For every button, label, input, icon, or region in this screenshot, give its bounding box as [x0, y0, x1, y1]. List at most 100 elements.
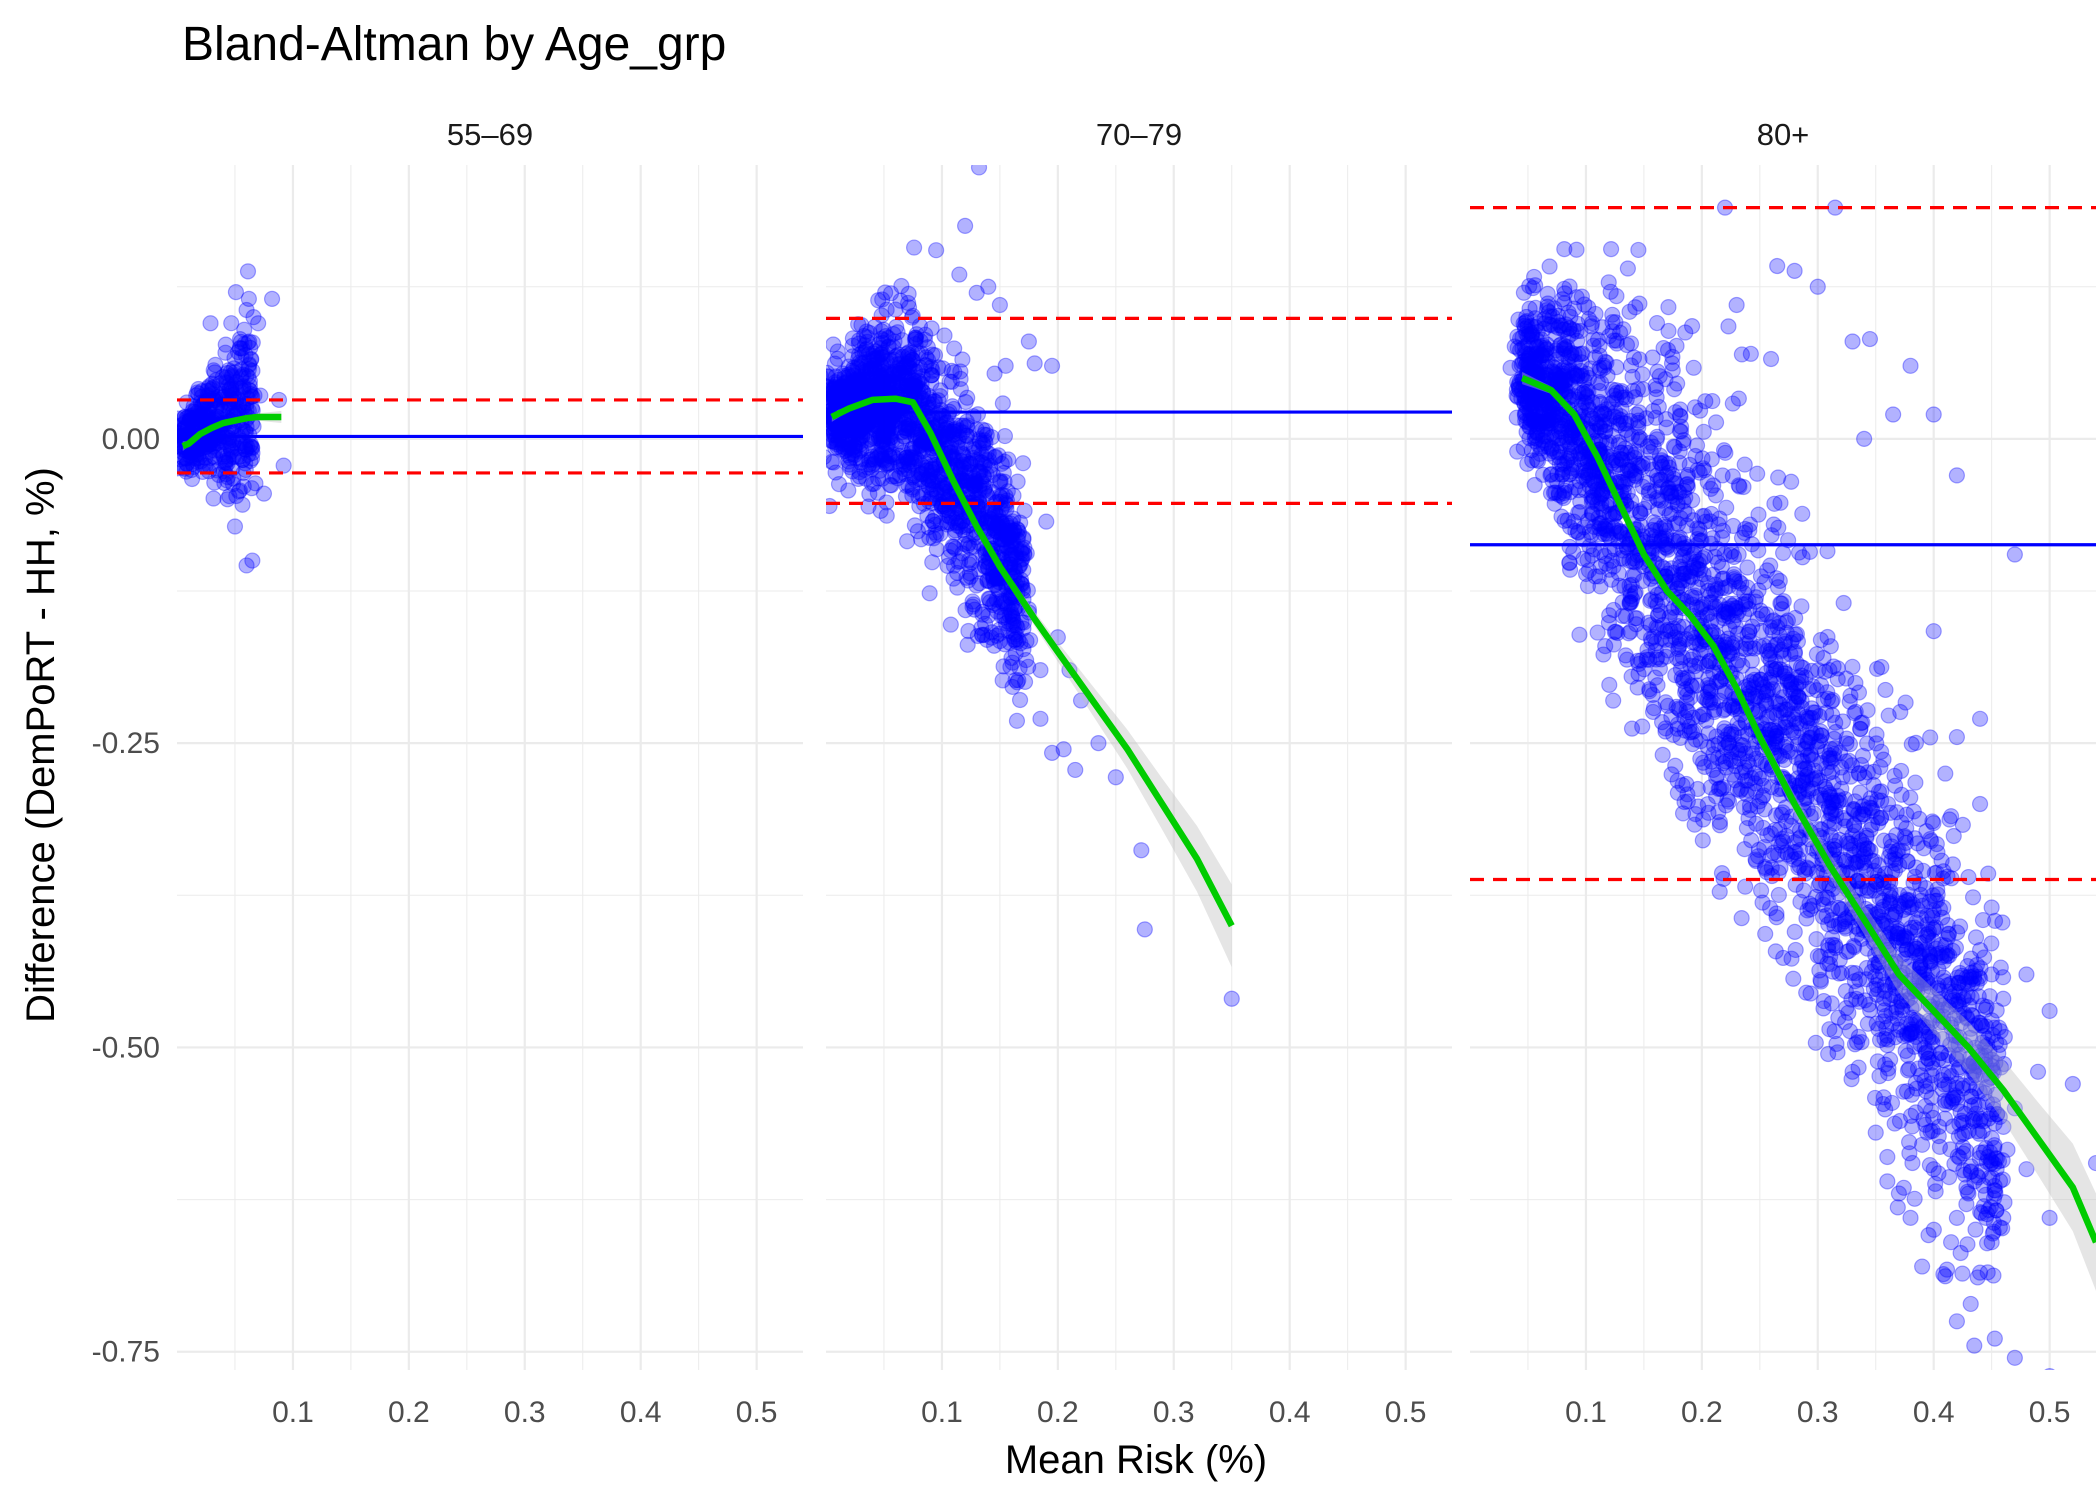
data-point: [1802, 745, 1819, 763]
data-point: [1877, 681, 1894, 699]
data-point: [840, 453, 857, 470]
data-point: [834, 391, 851, 408]
data-point: [234, 340, 251, 357]
data-point: [838, 414, 856, 431]
data-point: [940, 406, 957, 423]
data-point: [997, 594, 1014, 611]
data-point: [1841, 693, 1858, 710]
data-point: [1032, 710, 1049, 727]
data-point: [1951, 918, 1969, 935]
data-point: [845, 364, 862, 381]
data-point: [862, 357, 879, 374]
data-point: [177, 410, 186, 427]
data-point: [1716, 723, 1733, 740]
data-point: [989, 517, 1007, 534]
data-point: [961, 552, 978, 569]
data-point: [238, 367, 255, 384]
data-point: [883, 477, 900, 494]
data-point: [1529, 423, 1546, 441]
data-point: [865, 475, 883, 492]
data-point: [962, 455, 979, 472]
data-point: [954, 513, 971, 530]
data-point: [1565, 456, 1582, 473]
data-point: [939, 557, 956, 574]
data-point: [239, 263, 257, 280]
data-point: [1962, 1158, 1980, 1175]
data-point: [832, 379, 849, 396]
data-point: [1902, 789, 1919, 806]
data-point: [1009, 674, 1026, 691]
data-point: [844, 337, 861, 354]
data-point: [1559, 433, 1576, 450]
data-point: [934, 479, 951, 497]
data-point: [1011, 660, 1028, 677]
data-point: [1005, 617, 1022, 634]
data-point: [996, 609, 1013, 626]
data-point: [1546, 495, 1563, 512]
data-point: [1924, 909, 1941, 926]
data-point: [1686, 629, 1703, 646]
data-point: [1777, 844, 1794, 861]
data-point: [1014, 455, 1032, 472]
data-point: [969, 451, 986, 468]
data-point: [1920, 1050, 1937, 1067]
data-point: [965, 438, 983, 455]
data-point: [240, 361, 257, 378]
data-point: [923, 461, 940, 478]
data-point: [827, 464, 844, 481]
data-point: [1632, 505, 1649, 522]
data-point: [869, 446, 886, 463]
data-point: [1601, 607, 1618, 624]
data-point: [951, 266, 968, 283]
data-point: [1713, 558, 1730, 575]
data-point: [827, 431, 845, 448]
data-point: [958, 418, 976, 436]
data-point: [949, 517, 966, 534]
data-point: [846, 376, 864, 393]
data-point: [891, 369, 909, 387]
data-point: [1717, 639, 1734, 656]
data-point: [920, 477, 937, 494]
data-point: [1006, 624, 1023, 641]
data-point: [190, 449, 208, 466]
data-point: [239, 334, 257, 351]
data-point: [1631, 404, 1648, 421]
data-point: [1684, 709, 1702, 726]
data-point: [1561, 278, 1578, 295]
data-point: [976, 432, 993, 449]
data-point: [1967, 1221, 1984, 1238]
data-point: [941, 423, 958, 440]
data-point: [826, 385, 840, 402]
data-point: [871, 336, 888, 353]
data-point: [1509, 443, 1526, 460]
data-point: [1815, 1000, 1832, 1017]
data-point: [866, 362, 883, 379]
x-tick-label: 0.5: [1385, 1396, 1427, 1429]
data-point: [866, 360, 883, 378]
data-point: [1986, 1330, 2003, 1347]
data-point: [903, 377, 920, 394]
data-point: [188, 416, 205, 433]
data-point: [877, 366, 894, 383]
data-point: [1962, 1020, 1980, 1037]
data-point: [1541, 316, 1558, 333]
data-point: [932, 482, 949, 499]
data-point: [1757, 925, 1774, 943]
data-point: [965, 444, 982, 461]
data-point: [1000, 451, 1017, 468]
data-point: [1009, 520, 1026, 538]
data-point: [839, 429, 856, 446]
data-point: [1644, 703, 1662, 721]
data-point: [992, 501, 1010, 518]
data-point: [881, 447, 898, 465]
data-point: [1921, 1156, 1939, 1174]
data-point: [1623, 428, 1641, 445]
data-point: [846, 383, 863, 400]
data-point: [1724, 699, 1741, 716]
data-point: [964, 598, 981, 615]
data-point: [1654, 746, 1671, 763]
data-point: [237, 346, 254, 363]
data-point: [187, 409, 204, 426]
data-point: [905, 456, 922, 473]
data-point: [201, 378, 218, 395]
